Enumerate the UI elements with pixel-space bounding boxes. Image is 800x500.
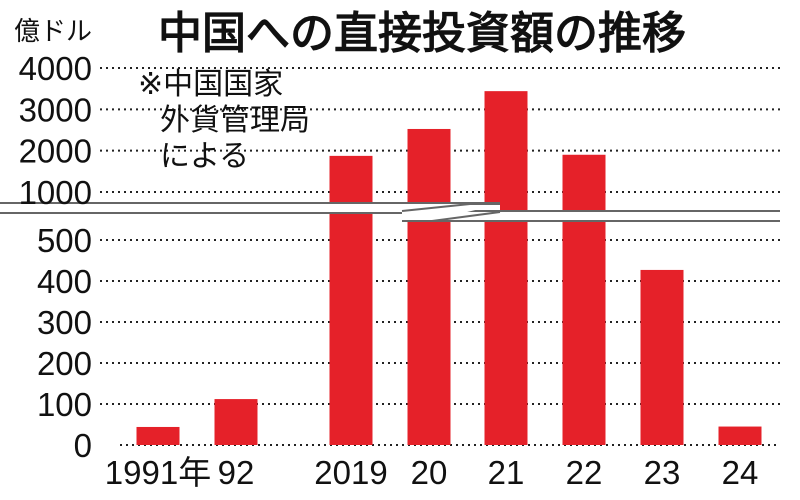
y-tick-label: 200	[37, 345, 92, 382]
x-tick-label: 23	[644, 454, 681, 491]
y-tick-label: 0	[74, 427, 92, 464]
bar	[407, 128, 451, 445]
bar	[214, 399, 258, 445]
unit-label: 億ドル	[14, 17, 92, 47]
source-note-line: 外貨管理局	[160, 103, 310, 138]
x-tick-label: 1991年	[105, 454, 211, 491]
x-tick-label: 92	[218, 454, 255, 491]
source-note-line: ※中国国家	[138, 67, 283, 102]
break-band	[402, 211, 780, 221]
x-tick-label: 21	[488, 454, 525, 491]
y-tick-labels: 0 100 200 300 400 500 1000 2000 3000 4000	[19, 50, 92, 464]
y-tick-label: 1000	[19, 174, 92, 211]
x-tick-label: 2019	[314, 454, 387, 491]
y-tick-label: 100	[37, 386, 92, 423]
y-tick-label: 3000	[19, 91, 92, 128]
bar	[562, 154, 606, 445]
break-line	[401, 203, 500, 212]
axis-break-marks	[0, 202, 780, 222]
x-tick-label: 22	[566, 454, 603, 491]
y-tick-label: 2000	[19, 133, 92, 170]
x-tick-label: 24	[722, 454, 759, 491]
bar	[329, 155, 373, 445]
bars	[136, 91, 762, 445]
y-tick-label: 300	[37, 304, 92, 341]
chart-title: 中国への直接投資額の推移	[158, 8, 686, 59]
bar	[640, 269, 684, 445]
source-note-line: による	[160, 139, 249, 174]
break-band	[0, 203, 500, 213]
x-tick-labels: 1991年 92 2019 20 21 22 23 24	[105, 454, 759, 491]
y-tick-label: 4000	[19, 50, 92, 87]
y-tick-label: 500	[37, 222, 92, 259]
bar	[718, 426, 762, 445]
y-tick-label: 400	[37, 263, 92, 300]
break-connector	[402, 204, 500, 221]
bar	[484, 91, 528, 445]
bar	[136, 426, 180, 445]
x-tick-label: 20	[411, 454, 448, 491]
break-line	[402, 211, 501, 222]
